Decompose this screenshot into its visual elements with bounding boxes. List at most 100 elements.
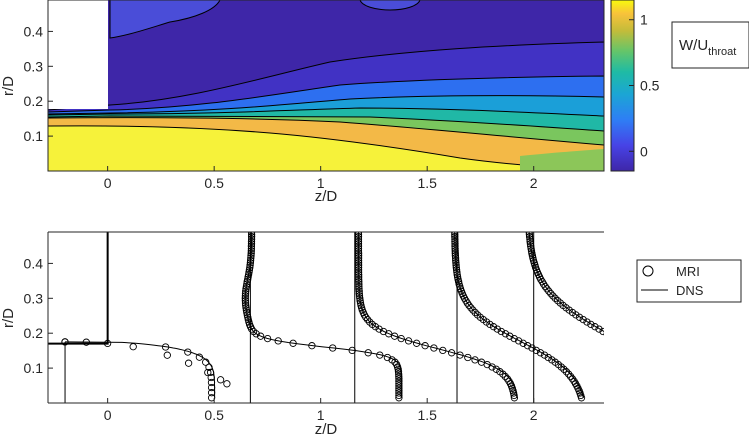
mri-point: [451, 244, 459, 253]
mri-point: [329, 344, 337, 352]
mri-point: [452, 266, 461, 274]
mri-point: [452, 259, 460, 267]
mri-point: [523, 342, 532, 350]
mri-point: [489, 323, 498, 331]
mri-point: [544, 353, 552, 362]
mri-point: [247, 233, 256, 241]
mri-point: [493, 325, 501, 333]
mri-point: [439, 346, 447, 355]
mri-point: [532, 346, 540, 355]
mri-point: [453, 268, 461, 276]
mri-point: [355, 282, 363, 291]
contour-ytick-label: 0.4: [24, 23, 44, 39]
mri-point: [354, 232, 363, 239]
mri-point: [355, 270, 363, 279]
mri-point: [673, 395, 679, 401]
colorbar-label-box: [671, 21, 749, 69]
mri-point: [246, 256, 255, 265]
mri-point: [669, 385, 675, 391]
mri-point: [540, 351, 549, 359]
colorbar-ticks: 10.50: [629, 12, 660, 159]
mri-point: [354, 256, 363, 265]
mri-point: [195, 353, 204, 361]
contour-ylabel: r/D: [0, 76, 17, 96]
mri-point: [556, 299, 564, 307]
mri-point: [456, 351, 464, 359]
mri-point: [631, 347, 637, 353]
profiles-panel: 0 0.5 1 1.5 2 0.1 0.2 0.3 0.4 z/D r/D MRI DNS: [0, 231, 742, 438]
mri-point: [591, 323, 599, 331]
mri-point: [608, 333, 614, 339]
legend-box: [636, 259, 742, 303]
mri-point: [595, 325, 603, 333]
mri-point: [452, 256, 460, 265]
mri-point: [672, 392, 678, 398]
mri-point: [451, 232, 459, 239]
contour-xtick-label: 1: [317, 175, 325, 191]
mri-point: [528, 344, 536, 352]
mri-point: [404, 337, 413, 345]
contour-ytick-label: 0.3: [24, 58, 44, 74]
contour-upper-patch: [109, 0, 221, 39]
mri-point: [497, 327, 505, 336]
contour-xlabel: z/D: [315, 188, 338, 205]
legend: MRI DNS: [636, 259, 742, 303]
mri-point: [583, 318, 591, 326]
mri-point: [451, 249, 459, 257]
mri-point: [354, 240, 363, 248]
mri-point: [184, 348, 192, 356]
mri-point: [355, 287, 363, 295]
mri-point: [241, 294, 249, 302]
contour-xtick-label: 2: [530, 175, 538, 191]
mri-point: [395, 375, 403, 383]
mri-point: [354, 244, 363, 253]
mri-point: [393, 360, 401, 369]
mri-point: [184, 359, 193, 367]
wall-block: [48, 0, 108, 109]
mri-point: [395, 389, 403, 397]
mri-point: [355, 280, 363, 288]
profiles-xtick-label: 1.5: [417, 407, 437, 423]
mri-point: [647, 359, 653, 365]
profiles-ytick-label: 0.2: [24, 325, 44, 341]
mri-point: [464, 353, 472, 362]
mri-point: [635, 350, 641, 356]
wall-outline: [48, 232, 109, 345]
contour-ytick-label: 0.1: [24, 128, 44, 144]
profiles-axes: 0 0.5 1 1.5 2 0.1 0.2 0.3 0.4: [24, 255, 538, 423]
mri-point: [354, 249, 363, 257]
mri-point: [383, 353, 392, 362]
mri-point: [447, 349, 456, 357]
mri-point: [451, 240, 459, 248]
mri-point: [536, 349, 545, 357]
mri-point: [395, 391, 403, 400]
mri-point: [451, 235, 459, 243]
mri-point: [665, 378, 671, 384]
mri-point: [551, 294, 559, 302]
mri-point: [471, 308, 479, 317]
mri-point: [129, 343, 137, 351]
mri-point: [670, 388, 676, 394]
mri-point: [354, 254, 363, 262]
mri-point: [395, 377, 403, 385]
mri-point: [527, 242, 535, 250]
mri-point: [163, 351, 171, 359]
mri-point: [395, 370, 403, 378]
mri-point: [354, 252, 363, 260]
mri-point: [241, 289, 250, 298]
mri-point: [207, 378, 216, 387]
mri-point: [659, 371, 665, 377]
profiles-xtick-label: 2: [530, 407, 538, 423]
mri-point: [564, 370, 573, 378]
mri-point: [364, 349, 372, 357]
legend-mri-label: MRI: [676, 264, 700, 279]
mri-point: [246, 259, 255, 267]
profiles-xtick-label: 0: [104, 407, 112, 423]
mri-point: [395, 394, 403, 402]
mri-point: [566, 372, 575, 381]
mri-point: [355, 278, 363, 286]
mri-point: [506, 332, 514, 340]
mri-point: [548, 356, 556, 364]
profiles-plot: [48, 232, 679, 403]
mri-point: [207, 394, 216, 402]
